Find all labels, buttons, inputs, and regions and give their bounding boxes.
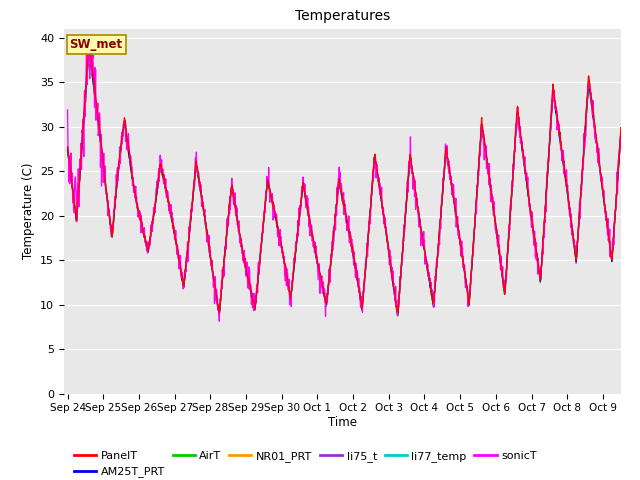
li77_temp	[107, 225, 115, 230]
Line: AM25T_PRT: AM25T_PRT	[68, 47, 621, 314]
AirT	[107, 223, 115, 229]
AirT	[64, 147, 72, 153]
Line: sonicT: sonicT	[68, 38, 621, 321]
PanelT	[617, 125, 625, 131]
sonicT	[617, 132, 625, 138]
NR01_PRT	[107, 224, 115, 229]
li75_t	[107, 223, 115, 229]
AirT	[320, 292, 328, 298]
Line: li75_t: li75_t	[68, 48, 621, 316]
AM25T_PRT	[299, 183, 307, 189]
PanelT	[310, 245, 318, 251]
li75_t	[310, 244, 318, 250]
li77_temp	[299, 181, 307, 187]
li77_temp	[129, 180, 137, 186]
AirT	[379, 208, 387, 214]
PanelT	[64, 144, 72, 150]
NR01_PRT	[321, 292, 328, 298]
li75_t	[321, 294, 328, 300]
li77_temp	[321, 296, 328, 302]
PanelT	[299, 180, 307, 185]
NR01_PRT	[380, 209, 387, 215]
NR01_PRT	[299, 181, 307, 187]
PanelT	[216, 309, 223, 315]
AirT	[617, 133, 625, 139]
NR01_PRT	[310, 245, 318, 251]
PanelT	[85, 36, 93, 42]
li75_t	[64, 146, 72, 152]
Line: AirT: AirT	[68, 47, 621, 315]
AM25T_PRT	[64, 147, 72, 153]
NR01_PRT	[85, 49, 93, 55]
AirT	[85, 44, 93, 50]
AM25T_PRT	[129, 180, 137, 186]
PanelT	[380, 207, 387, 213]
li77_temp	[380, 209, 387, 215]
PanelT	[107, 223, 115, 228]
li77_temp	[617, 132, 625, 138]
li75_t	[129, 181, 137, 187]
NR01_PRT	[216, 313, 223, 319]
sonicT	[321, 286, 328, 292]
AirT	[129, 180, 137, 185]
sonicT	[107, 222, 115, 228]
AM25T_PRT	[617, 129, 625, 135]
AM25T_PRT	[107, 222, 115, 228]
li75_t	[216, 313, 223, 319]
AM25T_PRT	[310, 243, 318, 249]
sonicT	[64, 107, 72, 113]
li77_temp	[310, 245, 318, 251]
AirT	[394, 312, 402, 318]
Line: li77_temp: li77_temp	[68, 48, 621, 316]
AirT	[310, 243, 318, 249]
AM25T_PRT	[321, 293, 328, 299]
li77_temp	[216, 313, 223, 319]
Line: PanelT: PanelT	[68, 39, 621, 312]
AirT	[299, 187, 307, 193]
X-axis label: Time: Time	[328, 416, 357, 429]
li77_temp	[85, 45, 93, 50]
NR01_PRT	[64, 149, 72, 155]
Title: Temperatures: Temperatures	[295, 10, 390, 24]
li75_t	[85, 45, 93, 50]
NR01_PRT	[617, 132, 625, 137]
li77_temp	[64, 147, 72, 153]
li75_t	[617, 129, 625, 135]
Text: SW_met: SW_met	[70, 38, 123, 51]
Legend: PanelT, AM25T_PRT, AirT, NR01_PRT, li75_t, li77_temp, sonicT: PanelT, AM25T_PRT, AirT, NR01_PRT, li75_…	[70, 446, 541, 480]
sonicT	[84, 36, 92, 41]
li75_t	[299, 180, 307, 186]
AM25T_PRT	[216, 311, 223, 317]
li75_t	[380, 209, 387, 215]
AM25T_PRT	[85, 44, 93, 49]
PanelT	[321, 294, 328, 300]
AM25T_PRT	[380, 209, 387, 215]
PanelT	[129, 179, 137, 184]
sonicT	[216, 318, 223, 324]
sonicT	[310, 250, 318, 255]
sonicT	[129, 182, 137, 188]
sonicT	[299, 174, 307, 180]
sonicT	[380, 206, 387, 212]
Line: NR01_PRT: NR01_PRT	[68, 52, 621, 316]
Y-axis label: Temperature (C): Temperature (C)	[22, 163, 35, 260]
NR01_PRT	[129, 182, 137, 188]
